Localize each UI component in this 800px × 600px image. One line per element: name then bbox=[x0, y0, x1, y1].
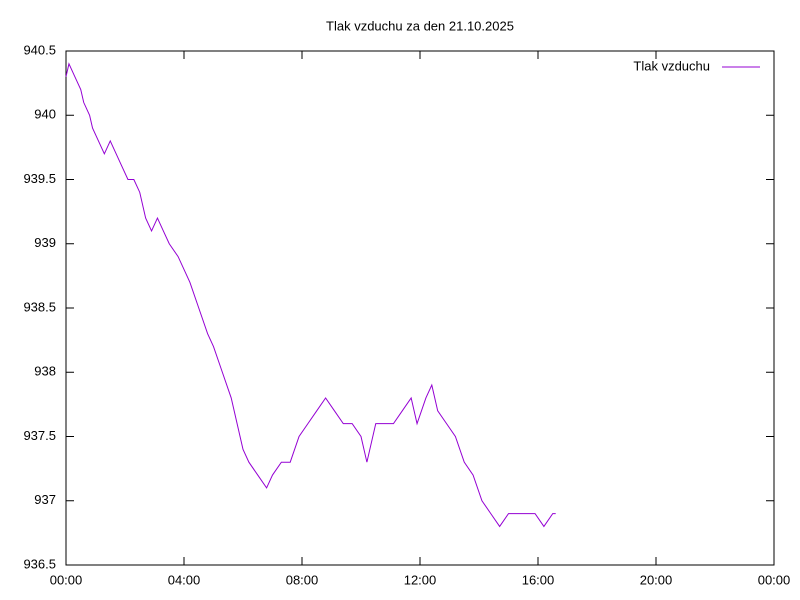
plot-border bbox=[65, 50, 775, 566]
data-line bbox=[65, 62, 556, 528]
y-tick-label: 937 bbox=[34, 492, 56, 507]
y-tick-label: 940 bbox=[34, 107, 56, 122]
x-tick-label: 20:00 bbox=[640, 572, 673, 587]
x-tick-label: 16:00 bbox=[522, 572, 555, 587]
y-tick-label: 939 bbox=[34, 235, 56, 250]
x-tick-label: 12:00 bbox=[404, 572, 437, 587]
y-tick-label: 940.5 bbox=[23, 42, 56, 57]
chart-title: Tlak vzduchu za den 21.10.2025 bbox=[326, 18, 514, 33]
x-tick-label: 08:00 bbox=[286, 572, 319, 587]
y-tick-label: 938 bbox=[34, 364, 56, 379]
y-tick-label: 939.5 bbox=[23, 171, 56, 186]
x-tick-label: 00:00 bbox=[758, 572, 791, 587]
y-tick-label: 936.5 bbox=[23, 556, 56, 571]
legend-label: Tlak vzduchu bbox=[633, 58, 710, 73]
y-tick-label: 938.5 bbox=[23, 299, 56, 314]
y-tick-label: 937.5 bbox=[23, 428, 56, 443]
x-tick-label: 00:00 bbox=[50, 572, 83, 587]
x-tick-label: 04:00 bbox=[168, 572, 201, 587]
